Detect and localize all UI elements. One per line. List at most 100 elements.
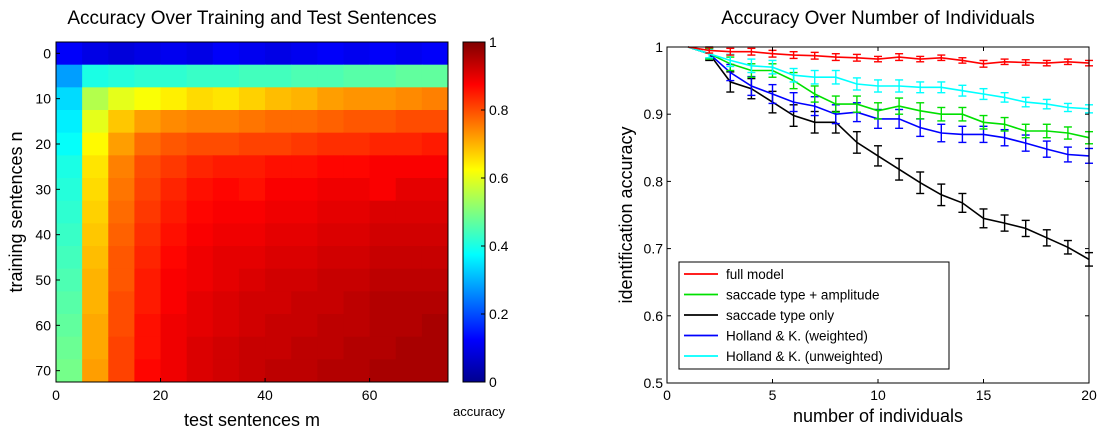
heatmap-cell <box>160 200 188 224</box>
heatmap-cell <box>395 87 423 111</box>
heatmap-cell <box>343 87 371 111</box>
heatmap-cell <box>134 64 162 88</box>
heatmap-cell <box>212 200 240 224</box>
heatmap-cell <box>395 178 423 202</box>
line-y-tick-label: 0.7 <box>644 241 664 257</box>
heatmap-cell <box>186 336 214 360</box>
heatmap-cell <box>291 246 318 270</box>
heatmap-cell <box>265 268 292 292</box>
heatmap-cell <box>291 64 318 88</box>
heatmap-cell <box>317 42 344 66</box>
heatmap-cell <box>108 268 135 292</box>
heatmap-cell <box>186 110 214 134</box>
heatmap-cell <box>134 336 162 360</box>
heatmap-cell <box>82 110 109 134</box>
heatmap-cell <box>56 268 83 292</box>
line-x-axis-label: number of individuals <box>793 406 963 426</box>
heatmap-cell <box>212 42 240 66</box>
heatmap-cell <box>395 223 423 247</box>
heatmap-cell <box>343 155 371 179</box>
heatmap-cell <box>317 246 344 270</box>
heatmap-cell <box>265 314 292 338</box>
heatmap-cell <box>134 359 162 383</box>
heatmap-cell <box>369 178 397 202</box>
heatmap-cell <box>421 336 449 360</box>
heatmap-cell <box>160 132 188 156</box>
heatmap-cell <box>238 336 266 360</box>
heatmap-cell <box>395 64 423 88</box>
heatmap-cell <box>82 246 109 270</box>
heatmap-cell <box>56 336 83 360</box>
heatmap-cell <box>395 110 423 134</box>
heatmap-cell <box>317 64 344 88</box>
heatmap-cell <box>186 268 214 292</box>
line-x-tick-label: 0 <box>663 387 671 403</box>
heatmap-cell <box>160 42 188 66</box>
heatmap-cell <box>56 42 83 66</box>
heatmap-cell <box>186 155 214 179</box>
heatmap-y-tick-label: 50 <box>35 272 51 288</box>
colorbar-tick-label: 0.8 <box>489 102 509 118</box>
heatmap-cell <box>160 110 188 134</box>
heatmap-cell <box>238 132 266 156</box>
heatmap-cell <box>108 87 135 111</box>
heatmap-x-tick-label: 20 <box>153 387 169 403</box>
heatmap-cell <box>317 132 344 156</box>
heatmap-cell <box>317 336 344 360</box>
heatmap-cell <box>343 223 371 247</box>
heatmap-cell <box>317 87 344 111</box>
heatmap-cell <box>343 291 371 315</box>
heatmap-cell <box>160 336 188 360</box>
heatmap-cell <box>212 110 240 134</box>
heatmap-cell <box>82 42 109 66</box>
line-x-tick-label: 5 <box>769 387 777 403</box>
heatmap-cell <box>108 132 135 156</box>
heatmap-cell <box>317 178 344 202</box>
heatmap-cell <box>56 178 83 202</box>
heatmap-cell <box>82 132 109 156</box>
heatmap-cell <box>134 268 162 292</box>
heatmap-cell <box>369 314 397 338</box>
heatmap-cell <box>291 155 318 179</box>
heatmap-cell <box>343 178 371 202</box>
heatmap-cell <box>160 223 188 247</box>
heatmap-cell <box>265 132 292 156</box>
line-y-tick-label: 0.8 <box>644 173 664 189</box>
heatmap-cell <box>56 87 83 111</box>
legend-label: Holland & K. (unweighted) <box>726 349 883 364</box>
heatmap-x-axis-label: test sentences m <box>184 410 320 430</box>
heatmap-cell <box>212 132 240 156</box>
heatmap-cell <box>395 268 423 292</box>
heatmap-cell <box>238 64 266 88</box>
heatmap-cell <box>212 246 240 270</box>
heatmap-cell <box>265 178 292 202</box>
heatmap-cell <box>212 178 240 202</box>
heatmap-cell <box>395 314 423 338</box>
heatmap-cell <box>395 132 423 156</box>
heatmap-y-ticks: 0 10 20 30 40 50 60 70 <box>35 45 60 379</box>
legend-label: saccade type only <box>726 308 834 323</box>
heatmap-cell <box>108 314 135 338</box>
line-chart-title: Accuracy Over Number of Individuals <box>721 8 1035 29</box>
legend-box <box>678 261 950 370</box>
heatmap-cell <box>343 268 371 292</box>
legend-label: Holland & K. (weighted) <box>726 329 868 344</box>
heatmap-cell <box>421 200 449 224</box>
heatmap-cell <box>238 223 266 247</box>
colorbar <box>462 41 486 383</box>
heatmap-cell <box>291 87 318 111</box>
heatmap-cell <box>369 223 397 247</box>
heatmap-plot-border <box>55 41 449 383</box>
heatmap-cell <box>343 246 371 270</box>
heatmap-cell <box>134 246 162 270</box>
legend-items: full model saccade type + amplitude saccad… <box>684 267 883 364</box>
heatmap-cell <box>343 336 371 360</box>
heatmap-cell <box>212 336 240 360</box>
heatmap-cell <box>265 87 292 111</box>
line-y-tick-label: 0.9 <box>644 106 664 122</box>
heatmap-title: Accuracy Over Training and Test Sentence… <box>67 8 436 29</box>
heatmap-cell <box>421 110 449 134</box>
heatmap-x-tick-label: 60 <box>362 387 378 403</box>
heatmap-cell <box>134 223 162 247</box>
